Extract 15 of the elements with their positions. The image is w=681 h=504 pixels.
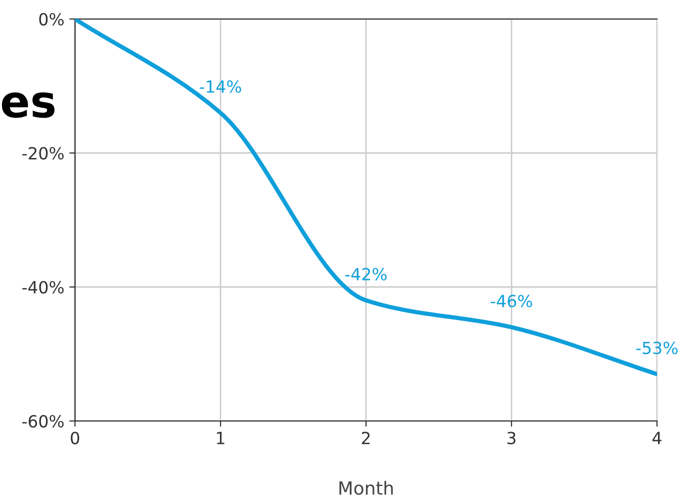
y-tick-label: -60% (22, 414, 64, 428)
x-tick-label: 1 (217, 432, 224, 444)
x-axis-title: Month (339, 480, 393, 495)
y-tick-label: -20% (22, 146, 64, 160)
data-label: -46% (490, 294, 532, 308)
x-tick-label: 2 (362, 432, 370, 444)
y-tick-label: -40% (22, 280, 64, 294)
x-tick-label: 0 (70, 432, 80, 444)
x-tick-label: 4 (652, 432, 662, 444)
data-label: -14% (200, 80, 242, 93)
data-label: -42% (345, 268, 387, 281)
text: es (2, 92, 54, 118)
x-tick-label: 3 (507, 432, 516, 444)
y-tick-label: 0% (39, 12, 64, 26)
data-label: -53% (636, 342, 678, 354)
